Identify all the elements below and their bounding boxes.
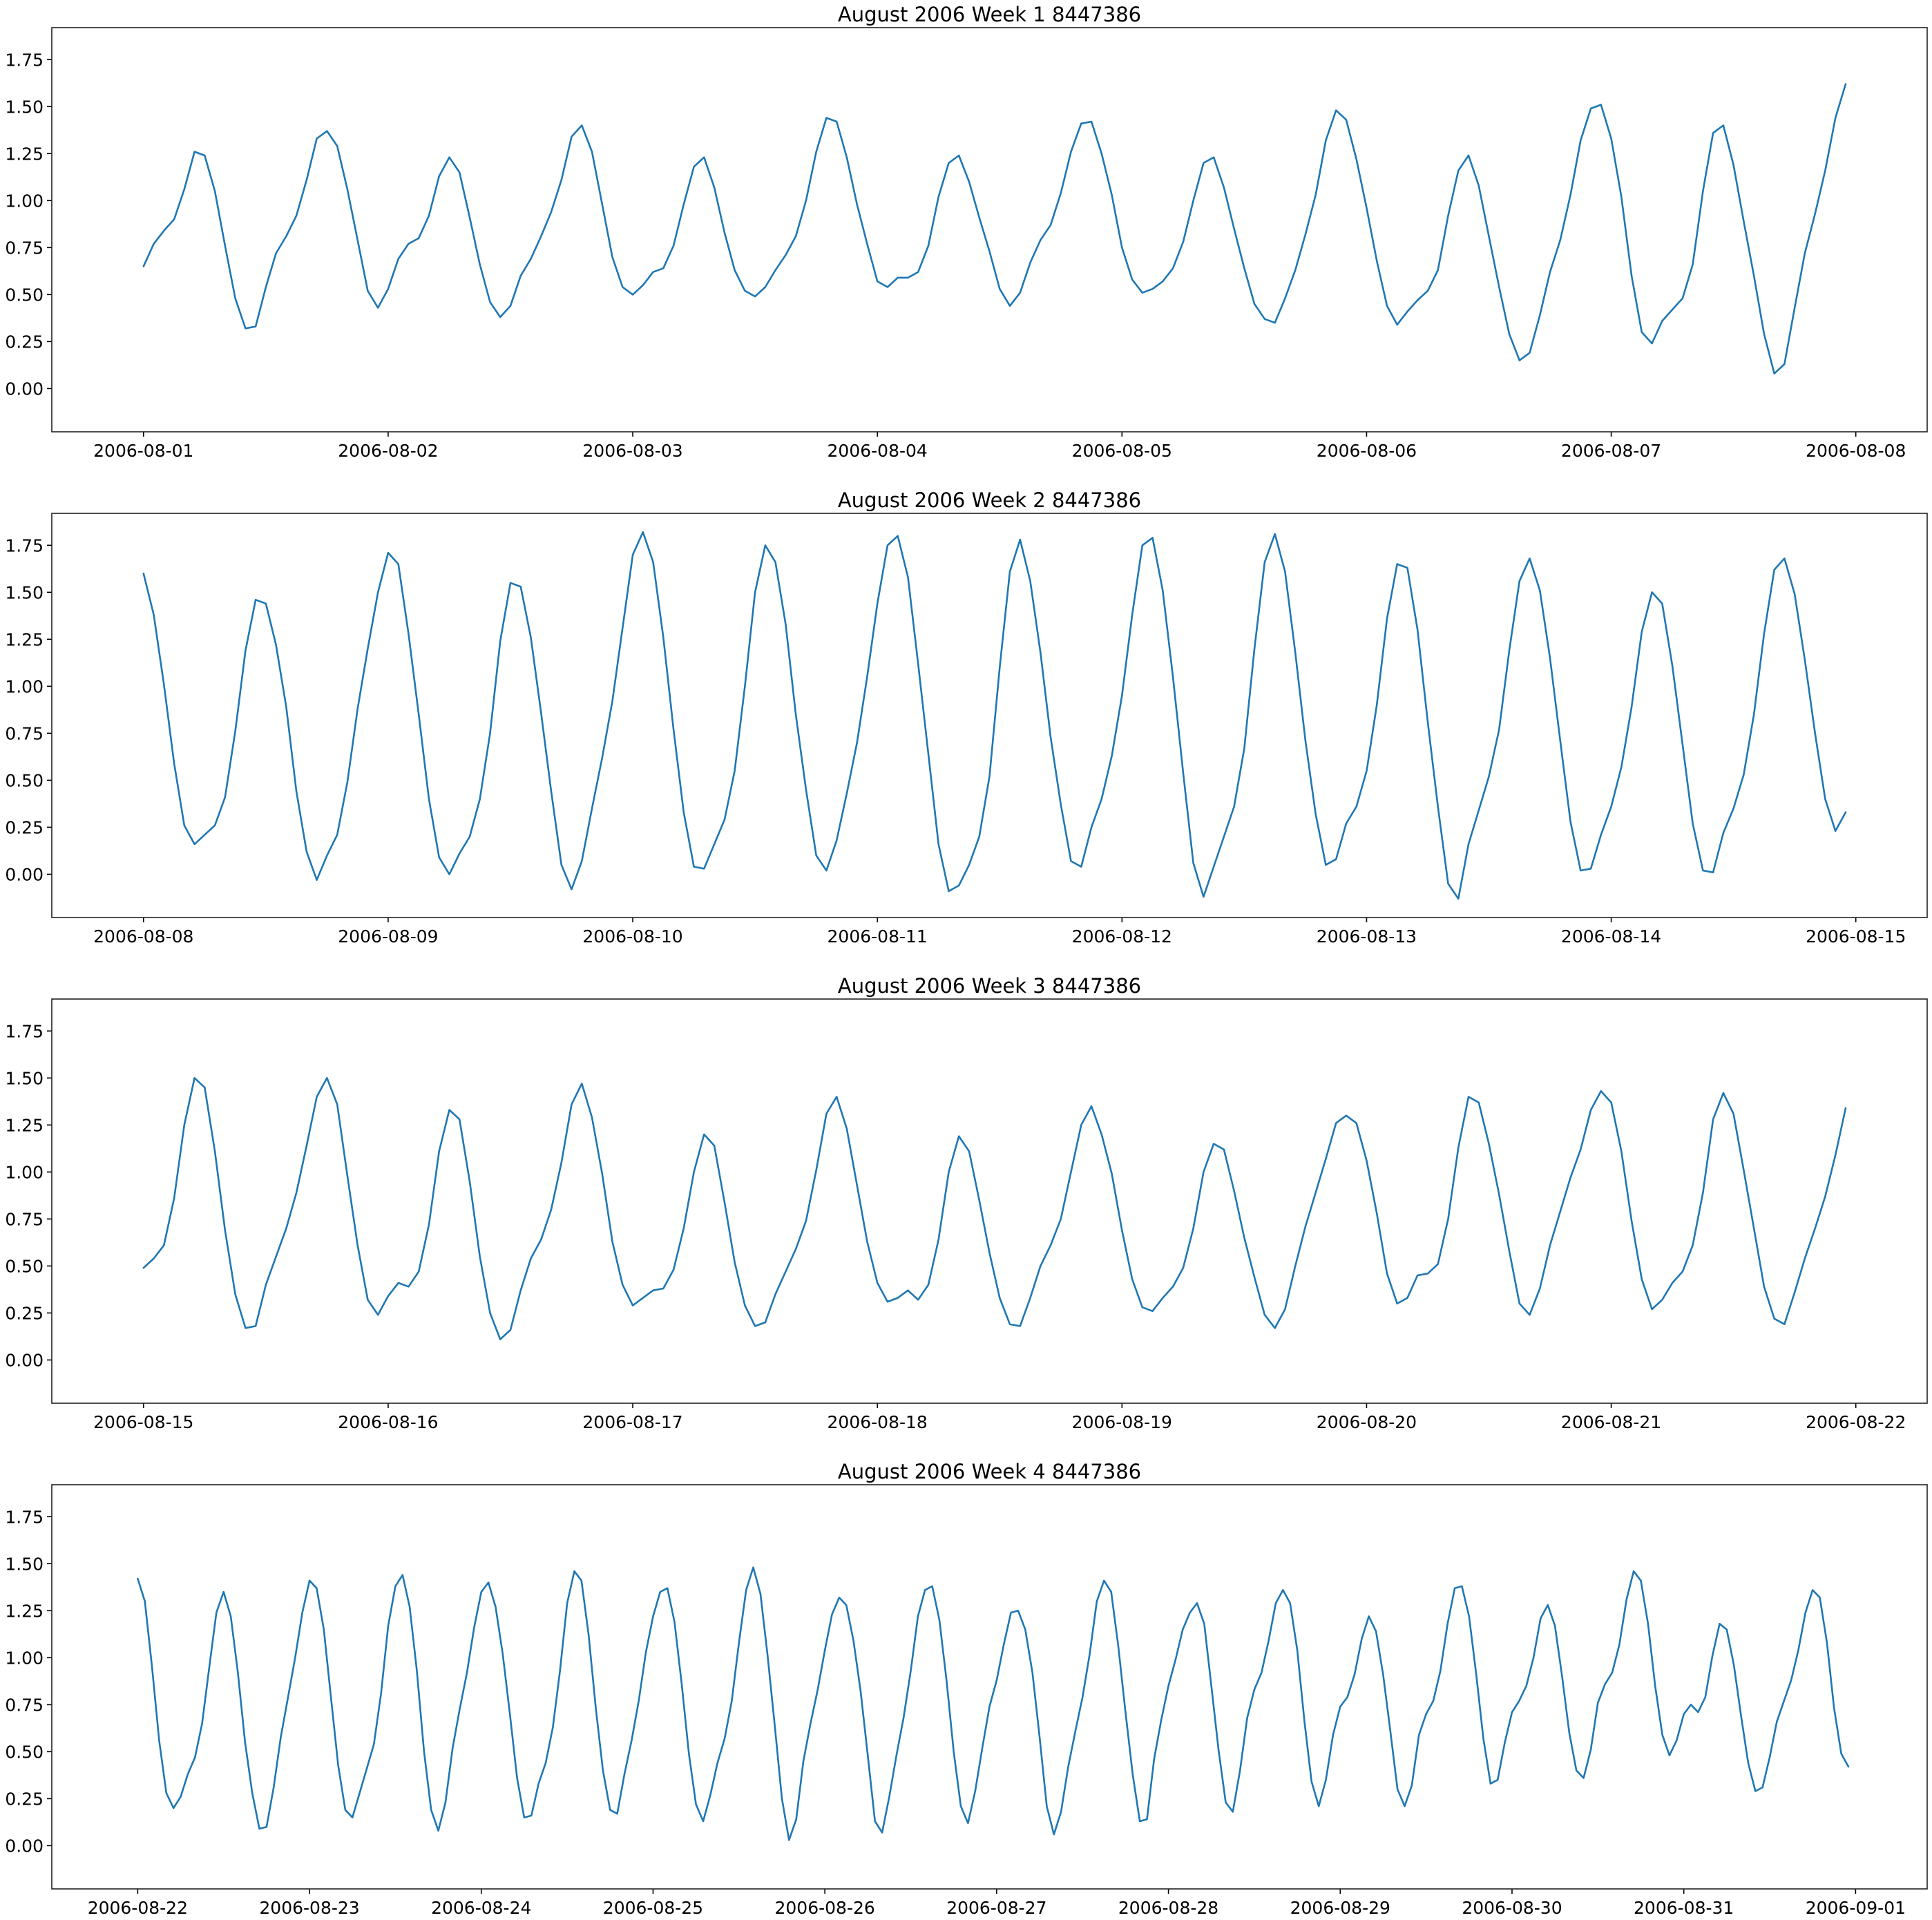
x-tick-label: 2006-08-07 (1561, 441, 1661, 461)
y-tick-label: 1.50 (5, 97, 44, 117)
y-tick-label: 1.00 (5, 191, 44, 211)
chart-panel-1: August 2006 Week 1 8447386 0.00 0.25 0.50 0.… (5, 3, 1928, 461)
y-tick-label: 1.00 (5, 1162, 44, 1182)
x-tick-label: 2006-08-15 (1806, 926, 1906, 947)
series-line (142, 83, 1847, 375)
x-tick-label: 2006-08-20 (1317, 1412, 1417, 1432)
chart-title: August 2006 Week 3 8447386 (838, 974, 1141, 998)
y-tick-label: 0.25 (5, 817, 44, 837)
x-tick-label: 2006-08-27 (946, 1898, 1046, 1918)
y-tick-label: 0.25 (5, 1789, 44, 1809)
x-tick-label: 2006-08-22 (88, 1898, 188, 1918)
y-tick-label: 0.00 (5, 1350, 44, 1370)
x-tick-label: 2006-08-15 (93, 1412, 193, 1432)
x-tick-label: 2006-08-13 (1317, 926, 1417, 947)
x-tick-label: 2006-08-10 (582, 926, 682, 947)
y-tick-label: 1.50 (5, 582, 44, 602)
axes-frame (51, 998, 1928, 1404)
y-tick-label: 1.75 (5, 1507, 44, 1527)
y-tick-label: 1.25 (5, 144, 44, 164)
series-line (142, 531, 1847, 900)
y-tick-label: 1.50 (5, 1554, 44, 1574)
x-tick-label: 2006-08-22 (1806, 1412, 1906, 1432)
y-tick-label: 1.75 (5, 535, 44, 555)
x-tick-label: 2006-08-11 (828, 926, 928, 947)
x-tick-label: 2006-08-14 (1561, 926, 1661, 947)
x-tick-label: 2006-08-01 (93, 441, 193, 461)
x-tick-label: 2006-08-17 (582, 1412, 682, 1432)
x-tick-label: 2006-08-26 (775, 1898, 875, 1918)
chart-panel-4: August 2006 Week 4 8447386 0.00 0.25 0.50 0.… (5, 1460, 1928, 1918)
x-tick-label: 2006-08-21 (1561, 1412, 1661, 1432)
chart-title: August 2006 Week 2 8447386 (838, 488, 1141, 512)
y-tick-label: 1.25 (5, 629, 44, 649)
y-tick-label: 0.25 (5, 332, 44, 352)
y-tick-label: 1.25 (5, 1115, 44, 1135)
chart-title: August 2006 Week 1 8447386 (838, 3, 1141, 26)
chart-panel-3: August 2006 Week 3 8447386 0.00 0.25 0.50 0.… (5, 974, 1928, 1432)
axes-frame (51, 513, 1928, 918)
y-tick-label: 1.75 (5, 50, 44, 70)
series-line (142, 1077, 1847, 1340)
y-tick-label: 0.25 (5, 1303, 44, 1323)
x-tick-label: 2006-08-09 (338, 926, 438, 947)
y-tick-label: 0.75 (5, 1209, 44, 1229)
y-tick-label: 0.00 (5, 1836, 44, 1856)
y-tick-label: 0.50 (5, 1256, 44, 1276)
chart-title: August 2006 Week 4 8447386 (838, 1460, 1141, 1483)
x-tick-label: 2006-08-31 (1634, 1898, 1734, 1918)
y-tick-label: 0.75 (5, 723, 44, 743)
x-tick-label: 2006-09-01 (1806, 1898, 1906, 1918)
x-tick-label: 2006-08-30 (1462, 1898, 1562, 1918)
y-tick-label: 0.50 (5, 770, 44, 790)
x-tick-label: 2006-08-12 (1072, 926, 1172, 947)
x-tick-label: 2006-08-28 (1118, 1898, 1218, 1918)
x-tick-label: 2006-08-06 (1317, 441, 1417, 461)
y-tick-label: 0.75 (5, 1695, 44, 1715)
axes-frame (51, 27, 1928, 433)
x-tick-label: 2006-08-29 (1290, 1898, 1390, 1918)
axes-frame (51, 1484, 1928, 1890)
y-tick-label: 0.00 (5, 864, 44, 884)
x-tick-label: 2006-08-25 (603, 1898, 703, 1918)
y-tick-label: 0.50 (5, 1742, 44, 1762)
x-tick-label: 2006-08-04 (828, 441, 928, 461)
y-tick-label: 0.50 (5, 285, 44, 305)
chart-panel-2: August 2006 Week 2 8447386 0.00 0.25 0.50 0.… (5, 488, 1928, 947)
y-tick-label: 1.00 (5, 1648, 44, 1668)
x-tick-label: 2006-08-03 (582, 441, 682, 461)
x-tick-label: 2006-08-08 (1806, 441, 1906, 461)
x-tick-label: 2006-08-18 (828, 1412, 928, 1432)
y-tick-label: 0.75 (5, 238, 44, 258)
x-tick-label: 2006-08-16 (338, 1412, 438, 1432)
x-tick-label: 2006-08-02 (338, 441, 438, 461)
x-tick-label: 2006-08-24 (431, 1898, 531, 1918)
x-tick-label: 2006-08-23 (259, 1898, 359, 1918)
y-tick-label: 1.50 (5, 1068, 44, 1088)
y-tick-label: 1.25 (5, 1601, 44, 1621)
y-tick-label: 0.00 (5, 379, 44, 399)
x-tick-label: 2006-08-08 (93, 926, 193, 947)
series-line (137, 1566, 1850, 1841)
y-tick-label: 1.00 (5, 676, 44, 696)
x-tick-label: 2006-08-05 (1072, 441, 1172, 461)
y-tick-label: 1.75 (5, 1021, 44, 1041)
x-tick-label: 2006-08-19 (1072, 1412, 1172, 1432)
